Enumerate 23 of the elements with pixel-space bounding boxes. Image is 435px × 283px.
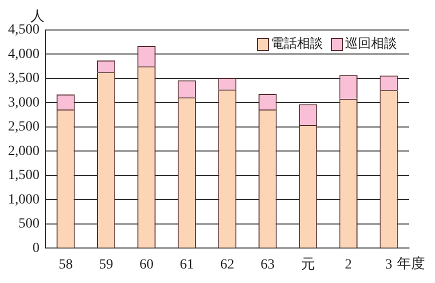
x-tick-label: 60 — [139, 257, 154, 272]
y-tick-label: 4,500 — [8, 22, 40, 38]
y-tick-label: 1,500 — [8, 168, 40, 184]
x-tick-label: 59 — [99, 257, 114, 272]
y-tick-label: 2,000 — [8, 144, 40, 159]
x-tick-label: 62 — [220, 257, 234, 272]
y-tick-label: 1,000 — [8, 192, 40, 208]
y-tick-label: 0 — [32, 240, 40, 256]
legend-label: 電話相談 — [271, 35, 323, 50]
y-tick-label: 500 — [18, 216, 40, 232]
y-axis-title: 人 — [30, 8, 44, 25]
x-tick-label: 元 — [301, 257, 316, 272]
y-tick-label: 3,500 — [8, 71, 40, 86]
y-tick-label: 4,000 — [8, 46, 40, 62]
x-tick-label: 3 — [385, 257, 392, 272]
y-tick-label: 3,000 — [8, 95, 40, 110]
x-tick-label: 58 — [58, 257, 73, 272]
y-tick-label: 2,500 — [8, 120, 40, 135]
x-tick-label: 61 — [180, 257, 194, 272]
x-tick-label: 2 — [344, 257, 352, 272]
legend-label: 巡回相談 — [345, 35, 397, 50]
x-axis-title: 年度 — [397, 256, 425, 272]
x-tick-label: 63 — [260, 257, 275, 272]
